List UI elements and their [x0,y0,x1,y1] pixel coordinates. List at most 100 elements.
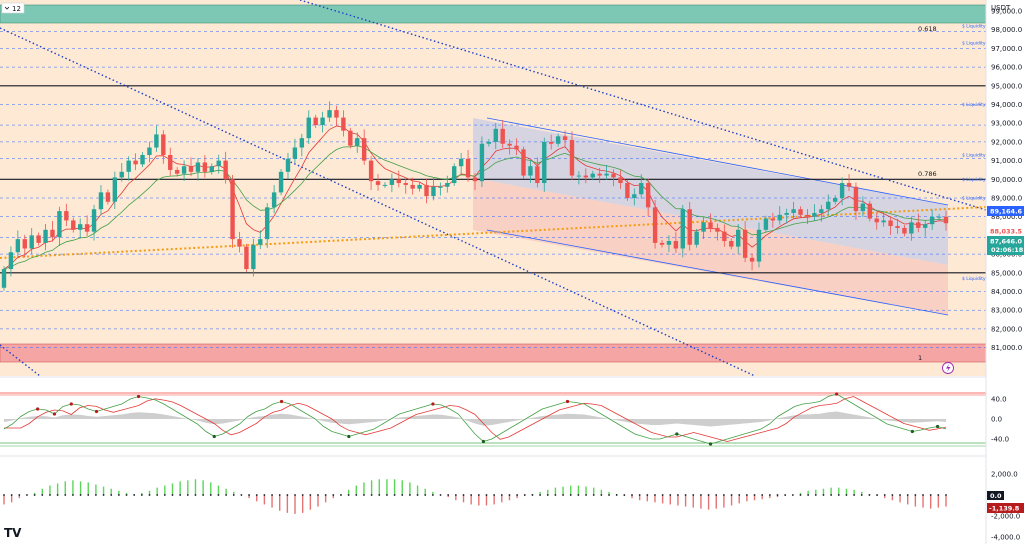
osc-cross-dot [136,394,141,399]
candle-body [805,214,810,217]
macd-zero-dot [738,494,741,496]
candle-body [389,179,395,185]
macd-zero-dot [133,494,136,496]
candle-body [202,162,208,172]
candle-body [916,222,921,228]
macd-zero-dot [799,494,802,496]
macd-zero-dot [715,494,718,496]
current-price-tag [987,236,1024,255]
candle-body [618,177,623,184]
price-tick-label: 96,000.0 [991,64,1022,72]
candle-body [64,211,69,221]
candle-body [133,160,138,165]
candle-body [555,136,561,144]
channel-top-line [486,117,949,206]
macd-zero-dot [462,494,465,496]
candle-body [292,147,298,159]
candle-body [632,194,637,198]
candle-body [645,183,651,208]
interval-badge[interactable] [1,2,25,14]
candle-body [327,110,332,118]
macd-zero-dot [791,494,794,496]
macd-value-tag [987,503,1024,513]
candle-body [652,207,658,243]
macd-zero-dot [79,494,82,496]
osc-cross-dot [481,439,486,444]
candle-body [936,216,942,218]
price-axis[interactable] [986,0,1024,544]
candle-body [216,160,221,167]
candle-body [237,239,242,247]
candle-body [334,110,339,118]
macd-zero-dot [64,494,67,496]
level-price-tag [987,206,1024,216]
candle-body [832,198,838,202]
descending-channel-upper [473,118,948,265]
macd-zero-dot [814,494,817,496]
candle-body [50,229,55,238]
candle-body [140,154,145,165]
osc-cross-dot [835,392,839,396]
countdown-text: 02:06:18 [991,246,1024,254]
candle-body [154,134,159,148]
macd-zero-dot [18,494,21,496]
macd-zero-dot [117,494,120,496]
candle-body [763,218,769,230]
macd-zero-dot [217,494,220,496]
macd-zero-dot [370,494,373,496]
macd-zero-dot [845,494,848,496]
candle-body [542,141,547,184]
macd-zero-dot [232,494,235,496]
macd-zero-dot [684,494,687,496]
candle-body [708,222,713,228]
macd-zero-dot [470,494,473,496]
macd-zero-dot [386,494,388,496]
liquidity-label: $ Liquidity [962,276,986,282]
macd-zero-dot [500,494,503,496]
osc-cross-dot [935,424,940,429]
macd-zero-dot [263,494,266,496]
descending-channel-lower [473,178,948,315]
macd-zero-dot [577,494,580,496]
macd-zero-dot [546,494,549,496]
macd-zero-dot [148,494,151,496]
candle-body [812,212,817,217]
macd-zero-dot [868,494,871,496]
osc-cross-dot [279,399,284,404]
candle-body [500,128,505,144]
candle-body [742,229,748,258]
macd-zero-dot [623,494,626,496]
macd-zero-dot [883,494,886,496]
macd-zero-dot [393,494,396,496]
candle-body [84,224,90,232]
liquidity-label: $ Liquidity [962,102,986,108]
liquidity-label: $ Liquidity [962,196,986,202]
macd-zero-dot [255,494,258,496]
candle-body [715,227,720,232]
candle-body [625,183,630,198]
candle-body [535,166,540,184]
macd-zero-dot [608,494,610,496]
candle-body [375,181,381,185]
candle-body [36,235,41,243]
macd-zero-dot [95,494,97,496]
macd-zero-dot [87,494,90,496]
osc-cross-dot [675,432,679,436]
liquidity-label: $ Liquidity [962,23,986,29]
macd-zero-dot [340,494,342,496]
candle-body [909,222,914,234]
osc-cross-dot [708,442,713,446]
osc-cross-dot [36,407,40,411]
candle-body [112,177,118,202]
osc-main-line [3,393,947,445]
macd-zero-dot [194,494,197,496]
macd-zero-dot [539,494,541,496]
macd-zero-dot [317,494,319,496]
candle-body [223,160,228,180]
macd-zero-dot [615,494,618,496]
macd-zero-dot [378,494,381,496]
candle-body [569,140,575,176]
last-price-tag-text: 88,033.5 [990,228,1023,236]
candle-body [299,138,305,148]
